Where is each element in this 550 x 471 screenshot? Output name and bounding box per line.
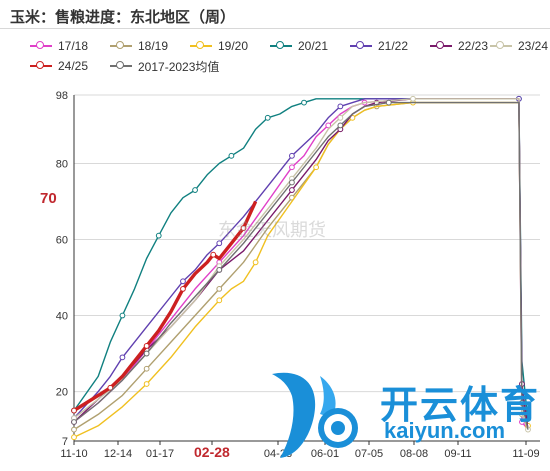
series-point xyxy=(144,351,149,356)
series-point xyxy=(290,180,295,185)
series-point xyxy=(144,344,149,349)
highlight-date-label: 02-28 xyxy=(194,444,230,460)
y-tick-label: 20 xyxy=(56,387,68,399)
series-point xyxy=(290,188,295,193)
y-tick-label: 7 xyxy=(62,436,68,448)
series-point xyxy=(120,313,125,318)
series-point xyxy=(72,420,77,425)
series-point xyxy=(338,104,343,109)
series-point xyxy=(253,260,258,265)
series-point xyxy=(314,165,319,170)
y-tick-label: 80 xyxy=(56,158,68,170)
series-point xyxy=(72,435,77,440)
series-point xyxy=(338,123,343,128)
brand-logo-en: kaiyun.com xyxy=(384,418,505,444)
series-point xyxy=(72,408,77,413)
series-point xyxy=(302,100,307,105)
y-tick-label: 98 xyxy=(56,90,68,102)
brand-logo-icon xyxy=(262,366,382,466)
side-highlight-label: 70 xyxy=(40,190,57,207)
series-point xyxy=(144,366,149,371)
series-point xyxy=(193,188,198,193)
watermark-text: 东金天风期货 xyxy=(218,216,326,242)
series-point xyxy=(181,279,186,284)
series-point xyxy=(411,96,416,101)
series-point xyxy=(338,115,343,120)
brand-logo: 开云体育 kaiyun.com xyxy=(262,366,550,466)
x-tick-label: 01-17 xyxy=(146,448,174,460)
series-point xyxy=(229,153,234,158)
series-point xyxy=(217,298,222,303)
series-point xyxy=(290,153,295,158)
series-point xyxy=(144,382,149,387)
x-tick-label: 12-14 xyxy=(104,448,132,460)
series-point xyxy=(181,287,186,292)
series-point xyxy=(156,233,161,238)
series-point xyxy=(290,165,295,170)
series-point xyxy=(211,252,216,257)
series-point xyxy=(120,355,125,360)
series-point xyxy=(386,100,391,105)
x-tick-label: 11-10 xyxy=(60,448,87,460)
series-point xyxy=(217,268,222,273)
series-point xyxy=(217,287,222,292)
series-point xyxy=(72,427,77,432)
series-point xyxy=(265,115,270,120)
y-tick-label: 60 xyxy=(56,234,68,246)
y-tick-label: 40 xyxy=(56,311,68,323)
